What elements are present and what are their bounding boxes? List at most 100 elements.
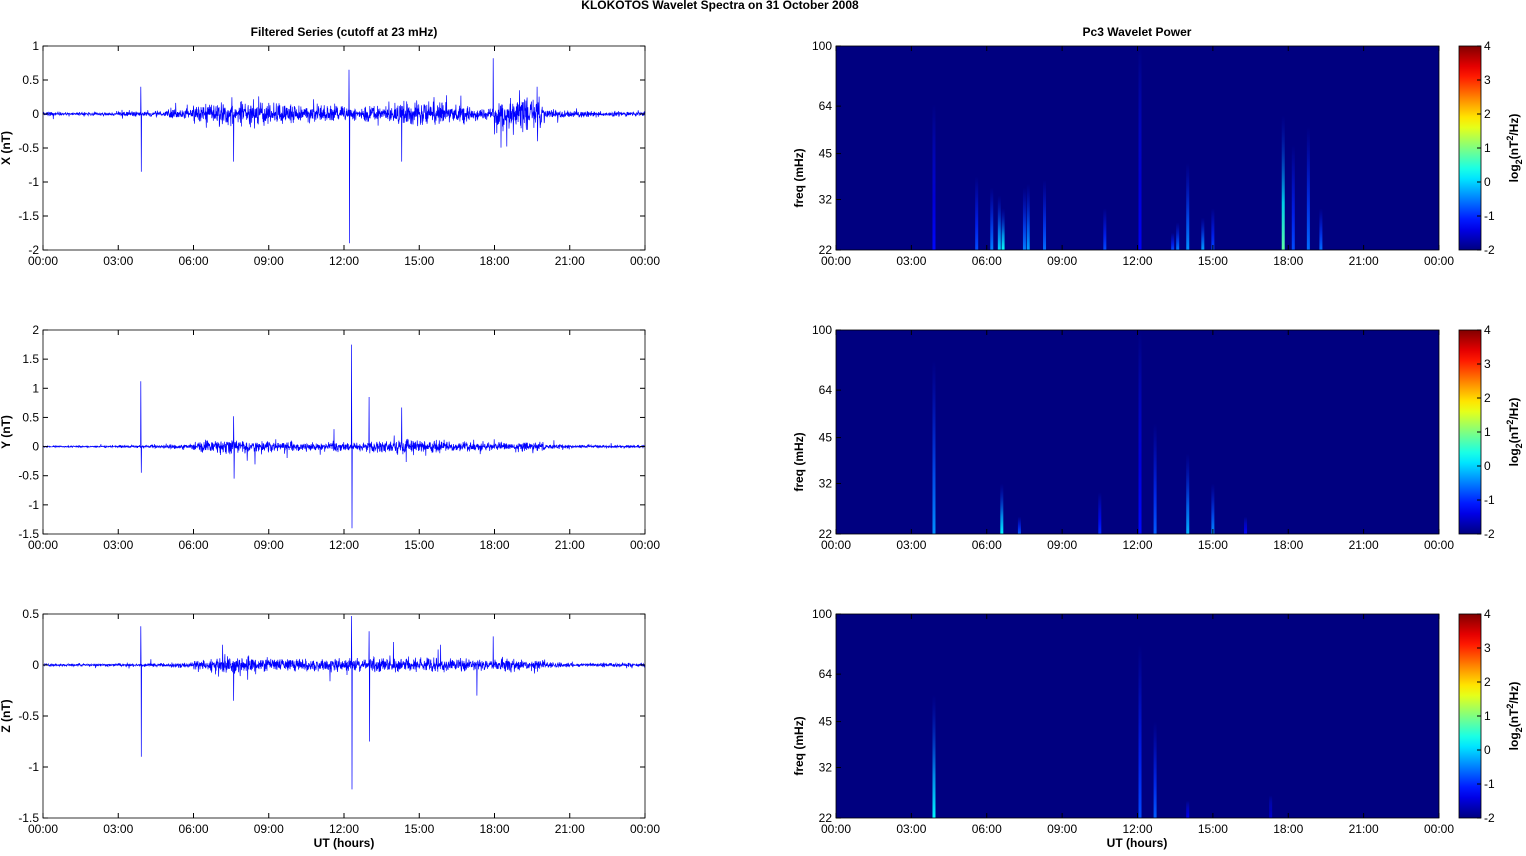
x-tick-label: 15:00 [404, 822, 434, 836]
y-tick-label: 1 [32, 39, 39, 53]
time-series-panel-x: 1 0.5 0 -0.5 -1 -1.5 -2 X (nT) 00:00 03:00 06:00 09… [0, 39, 660, 268]
x-tick-label: 15:00 [1198, 254, 1228, 268]
colorbar-tick-label: 3 [1484, 641, 1491, 655]
colorbar-tick-label: 2 [1484, 107, 1491, 121]
x-tick-label: 18:00 [479, 822, 509, 836]
y-tick-label: 45 [819, 715, 833, 729]
y-tick-label: 100 [812, 39, 832, 53]
colorbar-label-part: 2 [1514, 727, 1524, 732]
y-tick-label: 32 [819, 193, 833, 207]
y-tick-label: -1 [28, 498, 39, 512]
y-tick-label: -0.5 [18, 141, 39, 155]
power-streak [1138, 644, 1142, 818]
colorbar-label-part: /Hz) [1507, 398, 1521, 420]
y-tick-label: 0 [32, 107, 39, 121]
heatmap-background [836, 614, 1439, 818]
heatmap-background [836, 330, 1439, 534]
power-streak [1291, 144, 1295, 250]
power-streak [1244, 516, 1248, 534]
x-tick-label: 00:00 [1424, 822, 1454, 836]
power-streak [1186, 162, 1190, 250]
colorbar-label-part: /Hz) [1507, 114, 1521, 136]
power-streak [997, 195, 1001, 250]
colorbar-tick-label: -2 [1484, 811, 1495, 825]
plot-area [43, 46, 645, 250]
power-streak [1171, 232, 1175, 250]
colorbar-label-part: 2 [1514, 443, 1524, 448]
colorbar-tick-label: 4 [1484, 607, 1491, 621]
x-tick-label: 21:00 [555, 254, 585, 268]
y-tick-label: 0.5 [22, 410, 39, 424]
x-tick-label: 00:00 [821, 822, 851, 836]
y-tick-label: -1.5 [18, 811, 39, 825]
y-tick-label: -2 [28, 243, 39, 257]
colorbar-label-part: (nT [1507, 140, 1521, 159]
x-tick-label: 00:00 [28, 822, 58, 836]
x-tick-label: 06:00 [972, 254, 1002, 268]
x-tick-label: 12:00 [1122, 254, 1152, 268]
x-tick-label: 18:00 [1273, 538, 1303, 552]
power-streak [1281, 114, 1285, 250]
colorbar-tick-label: 4 [1484, 39, 1491, 53]
x-tick-label: 21:00 [1349, 822, 1379, 836]
y-tick-label: 100 [812, 323, 832, 337]
x-tick-label: 15:00 [1198, 538, 1228, 552]
colorbar-label-part: 2 [1505, 704, 1515, 709]
y-tick-label: -1.5 [18, 209, 39, 223]
x-tick-label: 12:00 [1122, 538, 1152, 552]
y-tick-label: 0.5 [22, 73, 39, 87]
power-streak [1153, 721, 1157, 818]
x-tick-label: 21:00 [555, 822, 585, 836]
series-line-y [42, 344, 646, 529]
colorbar-label-part: log [1507, 164, 1521, 182]
x-tick-label: 15:00 [404, 538, 434, 552]
x-tick-label: 09:00 [254, 254, 284, 268]
x-tick-label: 00:00 [821, 538, 851, 552]
y-tick-label: 45 [819, 147, 833, 161]
x-tick-label: 03:00 [103, 254, 133, 268]
y-tick-label: 0.5 [22, 607, 39, 621]
y-tick-label: 1 [32, 381, 39, 395]
power-streak [1186, 800, 1190, 818]
colorbar-tick-label: 4 [1484, 323, 1491, 337]
colorbar-tick-label: 0 [1484, 459, 1491, 473]
y-tick-label: 22 [819, 811, 833, 825]
power-streak [975, 176, 979, 250]
power-streak [1319, 208, 1323, 250]
power-streak [1211, 208, 1215, 250]
power-streak [1098, 492, 1102, 534]
colorbar-tick-label: -2 [1484, 527, 1495, 541]
x-tick-label: 00:00 [630, 538, 660, 552]
x-tick-label: 21:00 [1349, 538, 1379, 552]
plot-area [43, 614, 645, 818]
y-tick-label: 45 [819, 431, 833, 445]
y-tick-label: -1 [28, 175, 39, 189]
y-axis-label: X (nT) [0, 131, 13, 165]
x-tick-label: 12:00 [1122, 822, 1152, 836]
colorbar-label-part: log [1507, 448, 1521, 466]
x-tick-label: 00:00 [1424, 538, 1454, 552]
x-tick-label: 21:00 [555, 538, 585, 552]
x-tick-label: 18:00 [1273, 254, 1303, 268]
y-tick-label: -1 [28, 760, 39, 774]
time-series-panel-z: 0.5 0 -0.5 -1 -1.5 Z (nT) 00:00 03:00 06:00 09:00… [0, 607, 660, 836]
power-streak [1269, 795, 1273, 818]
x-tick-label: 06:00 [178, 254, 208, 268]
x-tick-label: 12:00 [329, 822, 359, 836]
power-streak [1306, 126, 1310, 250]
x-tick-label: 00:00 [821, 254, 851, 268]
power-streak [1001, 208, 1005, 250]
x-tick-label: 09:00 [254, 538, 284, 552]
colorbar-tick-label: 1 [1484, 709, 1491, 723]
colorbar-label-part: /Hz) [1507, 682, 1521, 704]
series-line-x [42, 58, 646, 244]
x-tick-label: 15:00 [404, 254, 434, 268]
power-streak [1186, 453, 1190, 534]
x-tick-label: 00:00 [28, 254, 58, 268]
left-column-title: Filtered Series (cutoff at 23 mHz) [251, 25, 438, 39]
power-streak [932, 360, 936, 534]
y-tick-label: 64 [819, 383, 833, 397]
